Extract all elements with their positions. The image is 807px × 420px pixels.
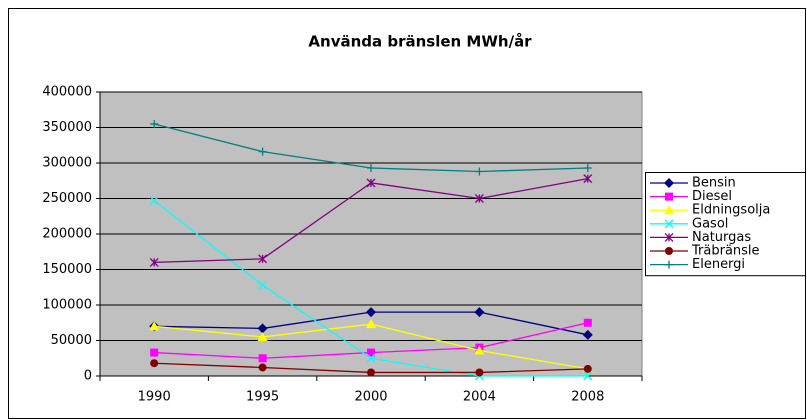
marker xyxy=(475,167,484,176)
marker xyxy=(664,178,674,188)
marker xyxy=(149,196,159,206)
y-tick-label: 350000 xyxy=(42,120,92,135)
marker xyxy=(149,257,159,267)
x-tick-label: 1990 xyxy=(138,390,171,405)
marker xyxy=(258,363,267,372)
legend-label: Gasol xyxy=(692,216,728,231)
marker xyxy=(366,307,376,318)
marker xyxy=(583,174,593,184)
marker xyxy=(366,319,376,329)
marker xyxy=(257,331,268,341)
marker xyxy=(664,219,674,229)
y-tick-label: 200000 xyxy=(42,227,92,242)
legend-label: Träbränsle xyxy=(691,244,760,259)
marker xyxy=(583,318,592,327)
y-tick-label: 300000 xyxy=(42,156,92,171)
marker xyxy=(366,178,376,188)
marker xyxy=(475,368,484,377)
legend-label: Elenergi xyxy=(692,257,745,272)
x-tick-label: 2000 xyxy=(354,390,387,405)
x-tick-label: 1995 xyxy=(246,390,279,405)
marker xyxy=(583,371,593,381)
marker xyxy=(366,353,376,363)
legend-label: Diesel xyxy=(692,189,732,204)
marker xyxy=(474,194,484,203)
marker xyxy=(665,192,673,201)
marker xyxy=(258,254,268,264)
y-tick-label: 100000 xyxy=(42,298,92,313)
chart-title: Använda bränslen MWh/år xyxy=(308,33,532,51)
marker xyxy=(150,359,159,368)
marker xyxy=(474,345,485,355)
y-tick-label: 250000 xyxy=(42,191,92,206)
y-tick-label: 150000 xyxy=(42,262,92,277)
marker xyxy=(258,280,268,290)
marker xyxy=(257,323,268,334)
marker xyxy=(258,147,267,156)
legend-label: Bensin xyxy=(692,176,736,191)
marker xyxy=(258,354,267,363)
legend-label: Eldningsolja xyxy=(692,203,770,218)
marker xyxy=(583,364,592,373)
marker xyxy=(583,163,592,172)
marker xyxy=(664,205,674,215)
legend-label: Naturgas xyxy=(692,230,751,245)
marker xyxy=(150,119,159,128)
y-tick-label: 0 xyxy=(84,369,92,384)
marker xyxy=(367,368,375,377)
marker xyxy=(149,321,160,331)
y-tick-label: 50000 xyxy=(51,333,92,348)
x-tick-label: 2008 xyxy=(571,390,604,405)
x-tick-label: 2004 xyxy=(463,390,496,405)
marker xyxy=(582,329,593,340)
marker xyxy=(367,163,375,172)
marker xyxy=(367,348,375,357)
marker xyxy=(474,307,485,318)
marker xyxy=(664,232,674,242)
marker xyxy=(665,247,673,255)
marker xyxy=(665,260,673,269)
y-tick-label: 400000 xyxy=(42,85,92,100)
marker xyxy=(150,348,159,357)
